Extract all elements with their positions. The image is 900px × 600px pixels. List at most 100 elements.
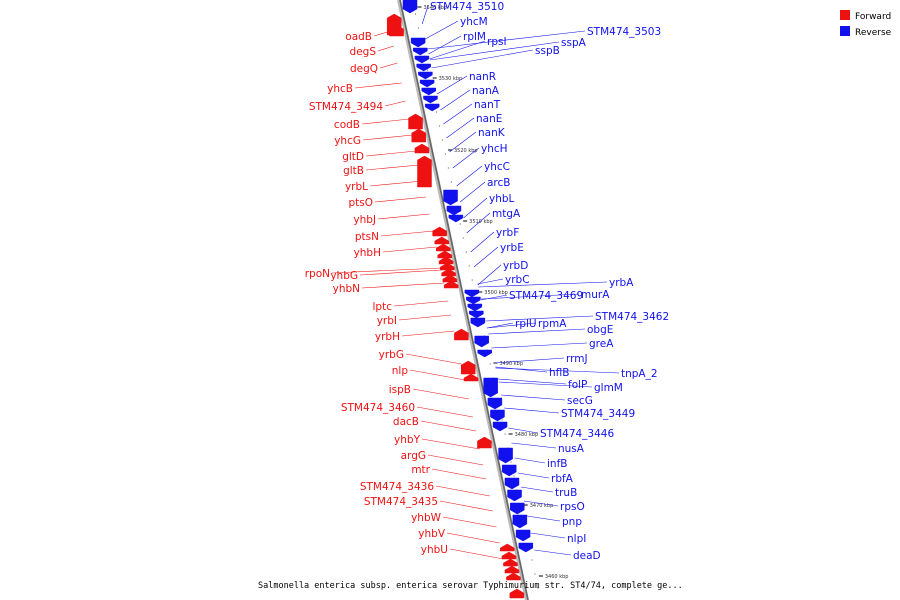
gene-label-reverse[interactable]: yrbF bbox=[496, 227, 519, 239]
gene-label-reverse[interactable]: nanE bbox=[476, 113, 502, 125]
gene-label-forward[interactable]: dacB bbox=[393, 416, 419, 428]
forward-gene-block[interactable] bbox=[437, 250, 453, 259]
reverse-gene-block[interactable] bbox=[512, 514, 528, 529]
forward-gene-block[interactable] bbox=[463, 373, 479, 382]
gene-label-forward[interactable]: yhbW bbox=[411, 512, 442, 524]
gene-label-reverse[interactable]: rrmJ bbox=[566, 353, 588, 365]
forward-gene-block[interactable] bbox=[417, 155, 432, 188]
forward-gene-block[interactable] bbox=[411, 128, 426, 143]
reverse-gene-block[interactable] bbox=[418, 71, 433, 80]
gene-label-forward[interactable]: yhbN bbox=[333, 283, 360, 295]
gene-label-reverse[interactable]: yhcM bbox=[460, 16, 488, 28]
gene-label-reverse[interactable]: deaD bbox=[573, 550, 601, 562]
gene-label-reverse[interactable]: nlpI bbox=[567, 533, 586, 545]
reverse-gene-block[interactable] bbox=[504, 477, 520, 490]
gene-label-forward[interactable]: STM474_3435 bbox=[364, 496, 438, 508]
gene-label-reverse[interactable]: murA bbox=[581, 289, 610, 301]
gene-label-reverse[interactable]: nanR bbox=[469, 71, 496, 83]
gene-label-reverse[interactable]: sspA bbox=[561, 37, 587, 49]
reverse-gene-block[interactable] bbox=[448, 214, 464, 223]
gene-label-reverse[interactable]: STM474_3510 bbox=[430, 1, 504, 13]
forward-gene-block[interactable] bbox=[509, 588, 525, 599]
gene-label-reverse[interactable]: yhcH bbox=[481, 143, 508, 155]
reverse-gene-block[interactable] bbox=[470, 317, 486, 328]
forward-gene-block[interactable] bbox=[432, 226, 447, 237]
forward-gene-block[interactable] bbox=[500, 543, 515, 552]
forward-gene-block[interactable] bbox=[443, 280, 459, 289]
gene-label-reverse[interactable]: mtgA bbox=[492, 208, 521, 220]
gene-label-reverse[interactable]: greA bbox=[589, 338, 614, 350]
reverse-gene-block[interactable] bbox=[474, 335, 489, 348]
reverse-gene-block[interactable] bbox=[501, 464, 517, 477]
reverse-gene-block[interactable] bbox=[464, 289, 480, 298]
gene-label-forward[interactable]: yhcB bbox=[327, 83, 353, 95]
reverse-gene-block[interactable] bbox=[412, 47, 428, 56]
forward-gene-block[interactable] bbox=[438, 256, 454, 265]
gene-label-forward[interactable]: yrbH bbox=[375, 331, 400, 343]
gene-label-reverse[interactable]: nanA bbox=[472, 85, 500, 97]
forward-gene-block[interactable] bbox=[454, 328, 469, 341]
gene-label-forward[interactable]: yhbH bbox=[354, 247, 381, 259]
gene-label-reverse[interactable]: STM474_3469 bbox=[509, 290, 583, 302]
gene-label-reverse[interactable]: truB bbox=[555, 487, 577, 499]
forward-gene-block[interactable] bbox=[477, 436, 492, 449]
gene-label-forward[interactable]: yhbJ bbox=[353, 214, 376, 226]
reverse-gene-block[interactable] bbox=[477, 349, 492, 358]
gene-label-forward[interactable]: gltB bbox=[343, 165, 364, 177]
gene-label-forward[interactable]: degQ bbox=[350, 63, 378, 75]
gene-label-forward[interactable]: yhbY bbox=[394, 434, 421, 446]
reverse-gene-block[interactable] bbox=[446, 205, 462, 216]
reverse-gene-block[interactable] bbox=[490, 409, 505, 422]
gene-label-reverse[interactable]: rpsI bbox=[487, 36, 507, 48]
reverse-gene-block[interactable] bbox=[410, 37, 426, 48]
forward-gene-block[interactable] bbox=[460, 360, 476, 375]
gene-label-forward[interactable]: yhbG bbox=[330, 270, 358, 282]
reverse-gene-block[interactable] bbox=[414, 55, 430, 64]
gene-label-forward[interactable]: nlp bbox=[392, 365, 409, 377]
reverse-gene-block[interactable] bbox=[498, 447, 513, 464]
reverse-gene-block[interactable] bbox=[424, 103, 440, 112]
forward-gene-block[interactable] bbox=[441, 268, 456, 277]
forward-gene-block[interactable] bbox=[501, 551, 517, 560]
gene-label-forward[interactable]: ptsO bbox=[348, 197, 373, 209]
gene-label-reverse[interactable]: hflB bbox=[549, 367, 569, 379]
reverse-gene-block[interactable] bbox=[515, 529, 531, 542]
gene-label-forward[interactable]: degS bbox=[350, 46, 377, 58]
gene-label-reverse[interactable]: arcB bbox=[487, 177, 511, 189]
gene-label-reverse[interactable]: nusA bbox=[558, 443, 585, 455]
gene-label-reverse[interactable]: yrbE bbox=[500, 242, 524, 254]
gene-label-forward[interactable]: rpoN bbox=[305, 268, 330, 280]
gene-label-reverse[interactable]: nanK bbox=[478, 127, 506, 139]
forward-gene-block[interactable] bbox=[442, 274, 458, 283]
forward-gene-block[interactable] bbox=[408, 113, 423, 130]
gene-label-reverse[interactable]: infB bbox=[547, 458, 567, 470]
forward-gene-block[interactable] bbox=[504, 565, 520, 574]
forward-gene-block[interactable] bbox=[414, 143, 430, 154]
gene-label-forward[interactable]: yrbG bbox=[379, 349, 404, 361]
gene-label-forward[interactable]: oadB bbox=[345, 31, 372, 43]
gene-label-reverse[interactable]: tnpA_2 bbox=[621, 368, 658, 380]
gene-label-reverse[interactable]: STM474_3503 bbox=[587, 26, 661, 38]
gene-label-reverse[interactable]: pnp bbox=[562, 516, 582, 528]
gene-label-reverse[interactable]: yhcC bbox=[484, 161, 510, 173]
gene-label-forward[interactable]: STM474_3436 bbox=[360, 481, 434, 493]
reverse-gene-block[interactable] bbox=[419, 79, 435, 88]
gene-label-reverse[interactable]: yrbD bbox=[503, 260, 528, 272]
gene-label-reverse[interactable]: rplU bbox=[515, 318, 537, 330]
gene-label-forward[interactable]: yhbV bbox=[418, 528, 446, 540]
gene-label-forward[interactable]: argG bbox=[401, 450, 426, 462]
gene-label-reverse[interactable]: rbfA bbox=[551, 473, 574, 485]
gene-label-reverse[interactable]: rplM bbox=[463, 31, 486, 43]
gene-label-forward[interactable]: yhbU bbox=[421, 544, 448, 556]
gene-label-reverse[interactable]: STM474_3462 bbox=[595, 311, 669, 323]
gene-label-reverse[interactable]: STM474_3446 bbox=[540, 428, 614, 440]
gene-label-forward[interactable]: codB bbox=[334, 119, 360, 131]
gene-label-forward[interactable]: ispB bbox=[389, 384, 411, 396]
gene-label-reverse[interactable]: STM474_3449 bbox=[561, 408, 635, 420]
gene-label-forward[interactable]: ptsN bbox=[355, 231, 379, 243]
reverse-gene-block[interactable] bbox=[416, 63, 431, 72]
reverse-gene-block[interactable] bbox=[469, 310, 484, 319]
reverse-gene-block[interactable] bbox=[466, 296, 481, 305]
gene-label-forward[interactable]: mtr bbox=[411, 464, 430, 476]
gene-label-reverse[interactable]: yrbC bbox=[505, 274, 530, 286]
